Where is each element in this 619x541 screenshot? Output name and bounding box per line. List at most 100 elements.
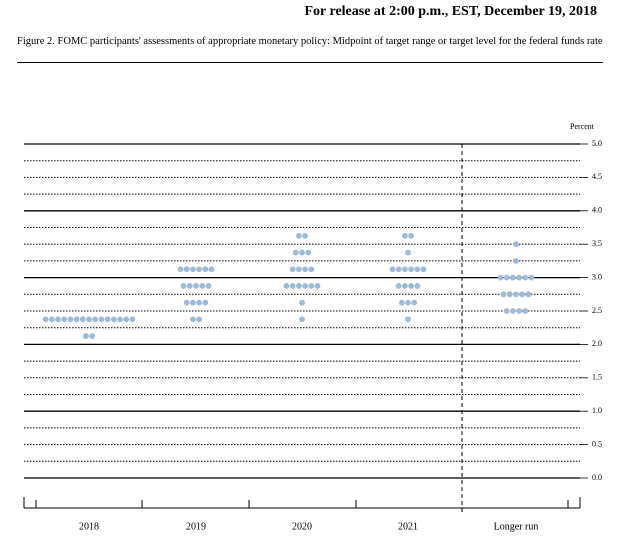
x-tick-label: 2020 bbox=[292, 521, 312, 532]
x-tick-label: 2021 bbox=[398, 521, 418, 532]
participant-dot bbox=[42, 316, 49, 323]
participant-dot bbox=[525, 291, 532, 298]
y-tick-label: 1.0 bbox=[592, 406, 602, 415]
participant-dot bbox=[411, 299, 418, 306]
participant-dot bbox=[402, 232, 408, 239]
participant-dot bbox=[516, 274, 522, 281]
participant-dot bbox=[513, 291, 519, 298]
x-tick-label: 2018 bbox=[79, 521, 99, 532]
participant-dot bbox=[292, 249, 299, 256]
participant-dot bbox=[308, 283, 315, 289]
participant-dot bbox=[48, 316, 55, 323]
participant-dot bbox=[522, 274, 529, 281]
participant-dot bbox=[61, 316, 68, 323]
participant-dot bbox=[314, 283, 321, 289]
participant-dot bbox=[302, 266, 308, 273]
participant-dot bbox=[199, 283, 206, 289]
y-tick-label: 2.0 bbox=[592, 339, 602, 348]
participant-dot bbox=[202, 299, 209, 306]
participant-dot bbox=[83, 333, 89, 339]
participant-dot bbox=[522, 308, 529, 314]
y-tick-label: 3.5 bbox=[592, 239, 602, 248]
participant-dot bbox=[506, 291, 513, 298]
participant-dot bbox=[510, 274, 516, 281]
participant-dot bbox=[190, 266, 196, 273]
participant-dot bbox=[186, 283, 193, 289]
y-axis-label: Percent bbox=[570, 122, 595, 131]
participant-dot bbox=[405, 316, 411, 323]
participant-dot bbox=[420, 266, 427, 273]
participant-dot bbox=[302, 283, 308, 289]
participant-dot bbox=[302, 232, 308, 239]
participant-dot bbox=[104, 316, 111, 323]
participant-dot bbox=[408, 283, 414, 289]
participant-dot bbox=[289, 266, 296, 273]
participant-dot bbox=[308, 266, 315, 273]
participant-dot bbox=[193, 283, 199, 289]
y-tick-label: 4.0 bbox=[592, 206, 602, 215]
participant-dot bbox=[86, 316, 92, 323]
participant-dot bbox=[500, 291, 507, 298]
participant-dot bbox=[205, 283, 212, 289]
participant-dot bbox=[296, 283, 302, 289]
participant-dot bbox=[117, 316, 123, 323]
participant-dot bbox=[389, 266, 396, 273]
participant-dot bbox=[202, 266, 209, 273]
release-header: For release at 2:00 p.m., EST, December … bbox=[304, 4, 597, 19]
x-tick-label: 2019 bbox=[186, 521, 206, 532]
participant-dot bbox=[395, 266, 402, 273]
participant-dot bbox=[196, 316, 203, 323]
participant-dot bbox=[296, 266, 302, 273]
participant-dot bbox=[180, 283, 187, 289]
participant-dot bbox=[408, 232, 414, 239]
participant-dot bbox=[299, 316, 305, 323]
participant-dot bbox=[89, 333, 95, 339]
participant-dot bbox=[299, 249, 305, 256]
participant-dot bbox=[296, 232, 302, 239]
participant-dot bbox=[92, 316, 99, 323]
participant-dot bbox=[402, 266, 408, 273]
participant-dot bbox=[190, 316, 196, 323]
participant-dot bbox=[289, 283, 296, 289]
participant-dot bbox=[497, 274, 504, 281]
participant-dot bbox=[519, 291, 526, 298]
x-axis bbox=[23, 497, 581, 509]
participant-dot bbox=[190, 299, 196, 306]
participant-dot bbox=[510, 308, 516, 314]
participant-dot bbox=[516, 308, 522, 314]
participant-dot bbox=[196, 299, 203, 306]
participant-dot bbox=[395, 283, 402, 289]
participant-dot bbox=[283, 283, 290, 289]
participant-dot bbox=[208, 266, 215, 273]
participant-dot bbox=[55, 316, 61, 323]
y-tick-label: 1.5 bbox=[592, 373, 602, 382]
y-tick-label: 3.0 bbox=[592, 272, 602, 281]
participant-dot bbox=[177, 266, 184, 273]
participant-dot bbox=[129, 316, 136, 323]
participant-dot bbox=[196, 266, 203, 273]
participant-dot bbox=[503, 274, 510, 281]
participant-dot bbox=[299, 299, 305, 306]
participant-dot bbox=[408, 266, 414, 273]
y-tick-label: 4.5 bbox=[592, 172, 602, 181]
participant-dot bbox=[98, 316, 105, 323]
participant-dot bbox=[503, 308, 510, 314]
participant-dot bbox=[513, 258, 519, 264]
x-tick-label: Longer run bbox=[494, 521, 539, 532]
participant-dot bbox=[73, 316, 80, 323]
participant-dot bbox=[183, 299, 190, 306]
participant-dot bbox=[528, 274, 535, 281]
participant-dot bbox=[405, 249, 411, 256]
y-tick-label: 0.0 bbox=[592, 473, 602, 482]
participant-dot bbox=[79, 316, 86, 323]
participant-dot bbox=[67, 316, 74, 323]
participant-dot bbox=[414, 283, 421, 289]
participant-dot bbox=[183, 266, 190, 273]
chart-title: Figure 2. FOMC participants' assessments… bbox=[17, 36, 603, 47]
participant-dot bbox=[414, 266, 421, 273]
title-rule bbox=[17, 62, 603, 63]
participant-dot bbox=[402, 283, 408, 289]
y-tick-label: 0.5 bbox=[592, 439, 602, 448]
